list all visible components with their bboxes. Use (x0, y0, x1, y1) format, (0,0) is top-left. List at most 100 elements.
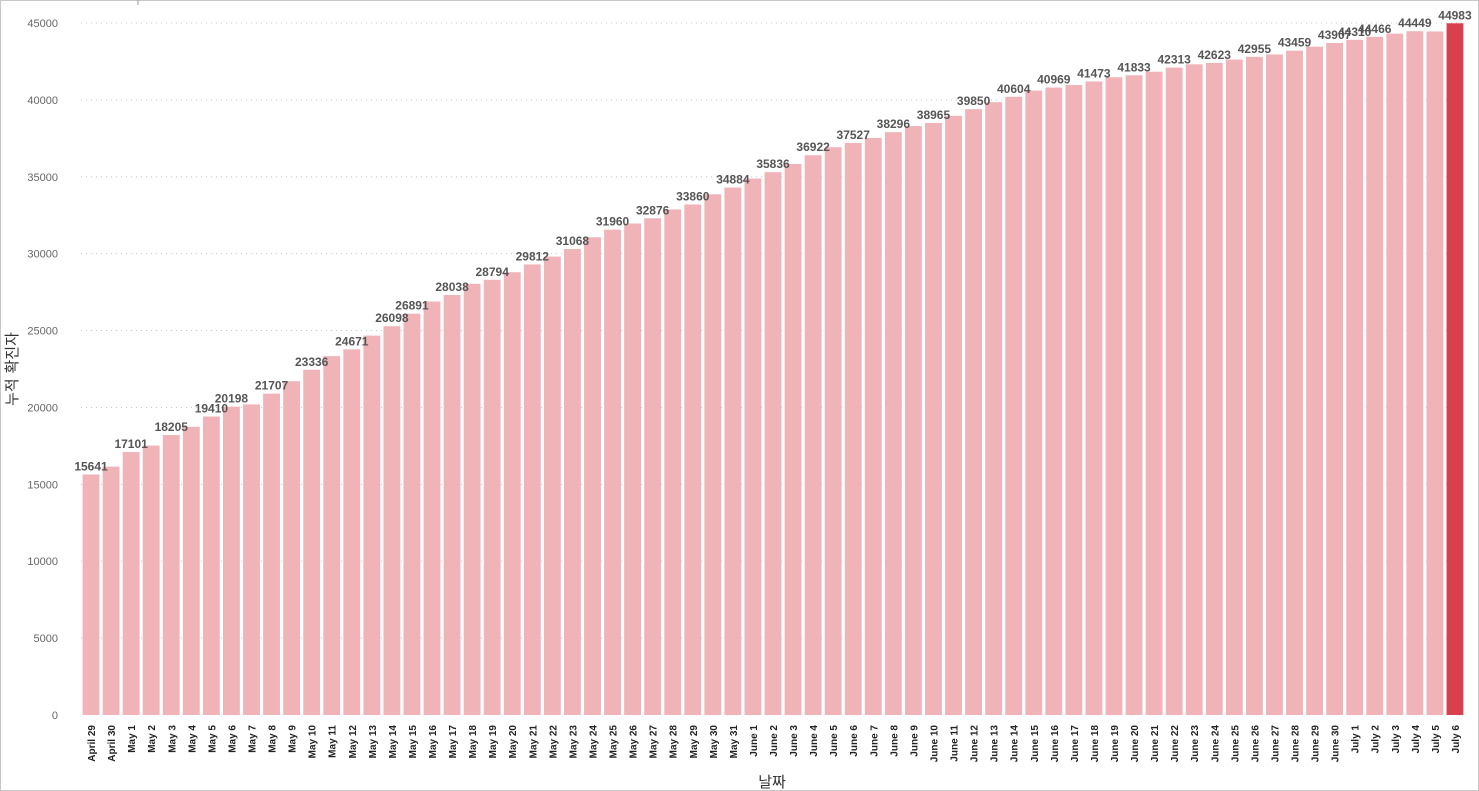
data-label: 35836 (756, 157, 790, 171)
bar[interactable] (202, 416, 220, 715)
bar[interactable] (423, 301, 441, 715)
bar[interactable] (1266, 54, 1283, 715)
bar[interactable] (925, 122, 942, 715)
data-label: 31960 (596, 215, 630, 229)
bar[interactable] (1085, 81, 1103, 716)
x-tick-label: May 11 (328, 725, 339, 758)
bar[interactable] (764, 172, 782, 716)
x-tick-label: June 15 (1030, 725, 1041, 763)
bar[interactable] (182, 426, 200, 715)
bar[interactable] (824, 147, 842, 716)
x-tick-label: June 12 (970, 725, 981, 763)
y-axis-ticks: 0 5000 10000 15000 20000 25000 30000 35000 40000… (27, 18, 58, 722)
bar[interactable] (1366, 36, 1384, 715)
y-tick-label: 0 (52, 710, 58, 722)
data-label: 41473 (1077, 66, 1111, 80)
y-tick-label: 20000 (27, 402, 58, 414)
data-label: 20198 (215, 392, 249, 406)
data-label: 34884 (716, 173, 750, 187)
bar[interactable] (1426, 31, 1444, 716)
bar[interactable] (1225, 59, 1243, 715)
bar[interactable] (965, 109, 983, 716)
bar[interactable] (604, 229, 621, 715)
bar[interactable] (283, 381, 301, 715)
bar[interactable] (1386, 33, 1404, 716)
bar[interactable] (644, 218, 662, 715)
bar[interactable] (1406, 31, 1424, 716)
bar[interactable] (323, 356, 341, 715)
bar[interactable] (584, 237, 601, 715)
bar[interactable] (1185, 64, 1203, 716)
bar[interactable] (243, 404, 260, 715)
data-label: 44310 (1338, 25, 1372, 39)
bar[interactable] (1205, 62, 1223, 715)
bar[interactable] (1446, 23, 1464, 716)
x-tick-label: June 11 (950, 725, 961, 762)
bar[interactable] (443, 295, 461, 715)
data-label: 42955 (1238, 42, 1272, 56)
bar[interactable] (102, 466, 120, 715)
x-axis-ticks: April 29 April 30 May 1 May 2 May 3 May 4 May … (87, 725, 1462, 763)
bar[interactable] (363, 335, 381, 715)
bar[interactable] (684, 204, 702, 716)
bar[interactable] (624, 223, 642, 715)
bar[interactable] (162, 435, 180, 715)
bar[interactable] (664, 209, 682, 715)
data-label: 43907 (1318, 28, 1352, 42)
bar[interactable] (1165, 67, 1183, 715)
data-label: 44466 (1358, 22, 1392, 36)
data-label: 33860 (676, 189, 710, 203)
bar[interactable] (142, 445, 160, 715)
x-tick-label: July 3 (1391, 725, 1402, 754)
data-label: 41833 (1117, 60, 1151, 74)
bar[interactable] (784, 163, 802, 716)
bar[interactable] (864, 137, 882, 715)
bar[interactable] (82, 474, 100, 715)
data-label: 19410 (195, 402, 229, 416)
bar[interactable] (985, 102, 1003, 715)
bar[interactable] (1025, 90, 1043, 715)
bar[interactable] (904, 126, 922, 715)
bar[interactable] (1125, 75, 1143, 716)
data-label: 26098 (375, 311, 409, 325)
bar[interactable] (844, 142, 862, 716)
bar[interactable] (503, 272, 521, 715)
bar[interactable] (1346, 39, 1364, 715)
bar[interactable] (945, 115, 962, 716)
bar[interactable] (1145, 71, 1163, 716)
x-tick-label: June 14 (1010, 725, 1021, 763)
bar[interactable] (122, 452, 140, 715)
bar[interactable] (704, 194, 722, 715)
x-tick-label: May 21 (528, 725, 539, 759)
bar[interactable] (463, 283, 481, 715)
x-tick-label: May 28 (669, 725, 680, 759)
bar[interactable] (343, 349, 361, 715)
bar[interactable] (403, 313, 421, 715)
bar[interactable] (1326, 42, 1344, 716)
bar[interactable] (1105, 77, 1123, 715)
bar[interactable] (523, 264, 541, 715)
bar[interactable] (804, 155, 822, 715)
data-label: 36922 (796, 140, 830, 154)
bar[interactable] (1286, 50, 1303, 716)
bar[interactable] (383, 326, 401, 715)
bar[interactable] (563, 249, 581, 715)
bar[interactable] (543, 256, 561, 715)
bar[interactable] (303, 369, 321, 715)
bar[interactable] (884, 132, 902, 715)
bar[interactable] (1306, 46, 1323, 716)
bar[interactable] (744, 178, 762, 716)
data-label: 42313 (1157, 53, 1191, 67)
x-tick-label: June 4 (809, 725, 820, 757)
bar[interactable] (223, 406, 240, 715)
x-tick-label: May 15 (408, 725, 419, 759)
bar[interactable] (1005, 96, 1023, 715)
bar[interactable] (1065, 84, 1083, 716)
bar[interactable] (263, 393, 280, 715)
bar[interactable] (1245, 56, 1263, 715)
data-label: 40604 (997, 82, 1031, 96)
x-tick-label: June 22 (1170, 725, 1181, 763)
bar[interactable] (483, 279, 501, 715)
bar[interactable] (724, 187, 742, 715)
bar[interactable] (1045, 87, 1063, 715)
